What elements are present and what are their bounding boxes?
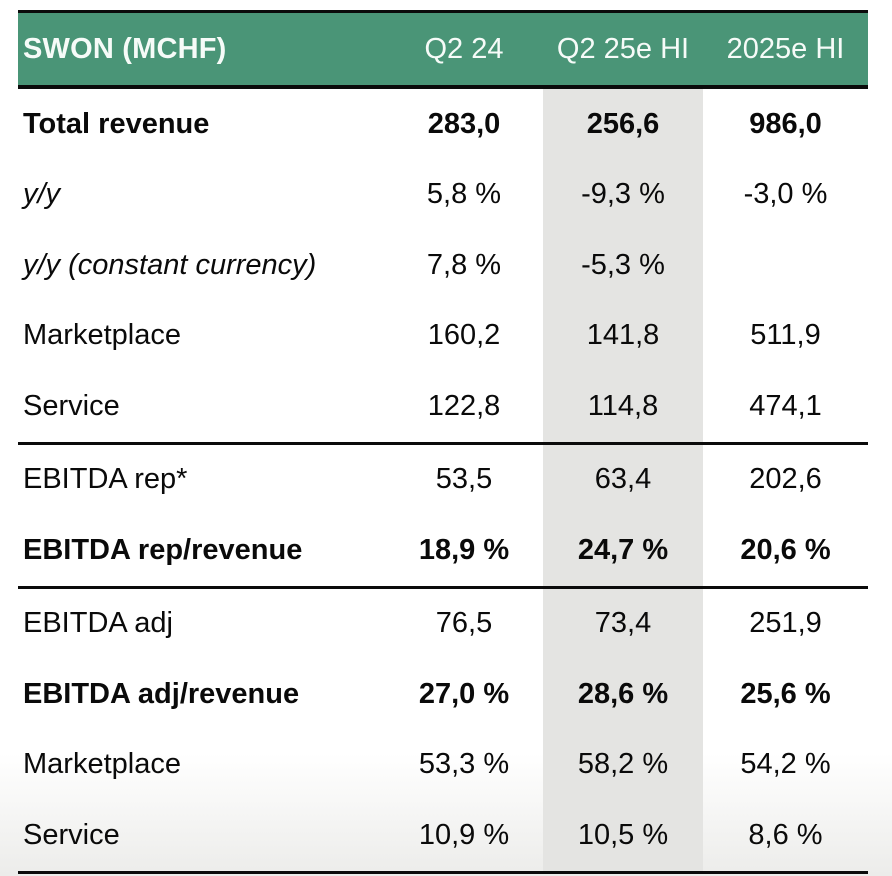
cell-value-q2-25e: 58,2 %: [577, 748, 669, 781]
cell-value-2025e: 511,9: [750, 319, 821, 352]
row-label: Total revenue: [23, 107, 210, 140]
cell-value-2025e: 8,6 %: [748, 818, 823, 851]
column-header-q2-25e: Q2 25e HI: [556, 32, 690, 65]
cell-value-2025e: 986,0: [749, 107, 822, 140]
cell-value-q2-25e: -9,3 %: [581, 178, 665, 211]
cell-value-2025e: 202,6: [749, 463, 822, 496]
cell-value-q2-25e: 73,4: [594, 607, 652, 640]
table-row: EBITDA adj/revenue 27,0 % 28,6 % 25,6 %: [18, 659, 868, 730]
section-divider: [18, 441, 868, 445]
table-row: EBITDA rep* 53,5 63,4 202,6: [18, 445, 868, 516]
cell-value-q2-25e: 114,8: [587, 389, 659, 422]
row-label: Service: [23, 389, 120, 422]
financial-table: SWON (MCHF) Q2 24 Q2 25e HI 2025e HI Tot…: [18, 10, 868, 874]
cell-value-q2-24: 53,3 %: [418, 748, 510, 781]
cell-value-q2-24: 7,8 %: [426, 248, 502, 281]
table-row: Total revenue 283,0 256,6 986,0: [18, 89, 868, 160]
table-row: Service 122,8 114,8 474,1: [18, 371, 868, 442]
table-row: EBITDA rep/revenue 18,9 % 24,7 % 20,6 %: [18, 515, 868, 586]
cell-value-q2-24: 122,8: [427, 389, 501, 422]
table-row: Marketplace 53,3 % 58,2 % 54,2 %: [18, 730, 868, 801]
table-bottom-border: [18, 870, 868, 874]
cell-value-q2-25e: 10,5 %: [577, 818, 669, 851]
cell-value-q2-25e: 24,7 %: [577, 533, 669, 566]
table-row: y/y (constant currency) 7,8 % -5,3 %: [18, 230, 868, 301]
cell-value-q2-24: 18,9 %: [418, 533, 510, 566]
column-header-q2-24: Q2 24: [424, 32, 504, 65]
table-title: SWON (MCHF): [23, 32, 227, 65]
row-label: EBITDA adj/revenue: [23, 677, 300, 710]
highlighted-column-background: [543, 89, 703, 871]
row-label: EBITDA rep*: [23, 463, 188, 496]
cell-value-q2-25e: -5,3 %: [581, 248, 665, 281]
row-label: Service: [23, 818, 120, 851]
table-header-row: SWON (MCHF) Q2 24 Q2 25e HI 2025e HI: [18, 10, 868, 89]
cell-value-2025e: 54,2 %: [740, 748, 831, 781]
cell-value-q2-24: 10,9 %: [418, 818, 510, 851]
cell-value-q2-24: 283,0: [427, 107, 501, 140]
cell-value-q2-24: 5,8 %: [426, 178, 502, 211]
cell-value-q2-25e: 141,8: [586, 319, 660, 352]
row-label: EBITDA adj: [23, 607, 173, 640]
table-row: y/y 5,8 % -9,3 % -3,0 %: [18, 160, 868, 231]
cell-value-q2-25e: 63,4: [594, 463, 652, 496]
cell-value-q2-24: 76,5: [435, 607, 493, 640]
column-header-2025e: 2025e HI: [726, 32, 845, 65]
section-divider: [18, 585, 868, 589]
row-label: EBITDA rep/revenue: [23, 533, 303, 566]
row-label: y/y (constant currency): [23, 248, 317, 281]
cell-value-q2-25e: 28,6 %: [577, 677, 669, 710]
cell-value-q2-24: 27,0 %: [418, 677, 510, 710]
cell-value-2025e: 20,6 %: [740, 533, 831, 566]
cell-value-q2-24: 53,5: [435, 463, 493, 496]
cell-value-2025e: 251,9: [749, 607, 822, 640]
cell-value-2025e: 474,1: [749, 389, 822, 422]
table-row: Marketplace 160,2 141,8 511,9: [18, 301, 868, 372]
row-label: Marketplace: [23, 748, 181, 781]
table-body: Total revenue 283,0 256,6 986,0 y/y 5,8 …: [18, 89, 868, 871]
cell-value-q2-25e: 256,6: [586, 107, 660, 140]
cell-value-2025e: 25,6 %: [740, 677, 831, 710]
row-label: y/y: [23, 178, 61, 211]
cell-value-q2-24: 160,2: [427, 319, 501, 352]
row-label: Marketplace: [23, 319, 181, 352]
cell-value-2025e: -3,0 %: [743, 178, 828, 211]
table-row: EBITDA adj 76,5 73,4 251,9: [18, 589, 868, 660]
table-row: Service 10,9 % 10,5 % 8,6 %: [18, 800, 868, 871]
